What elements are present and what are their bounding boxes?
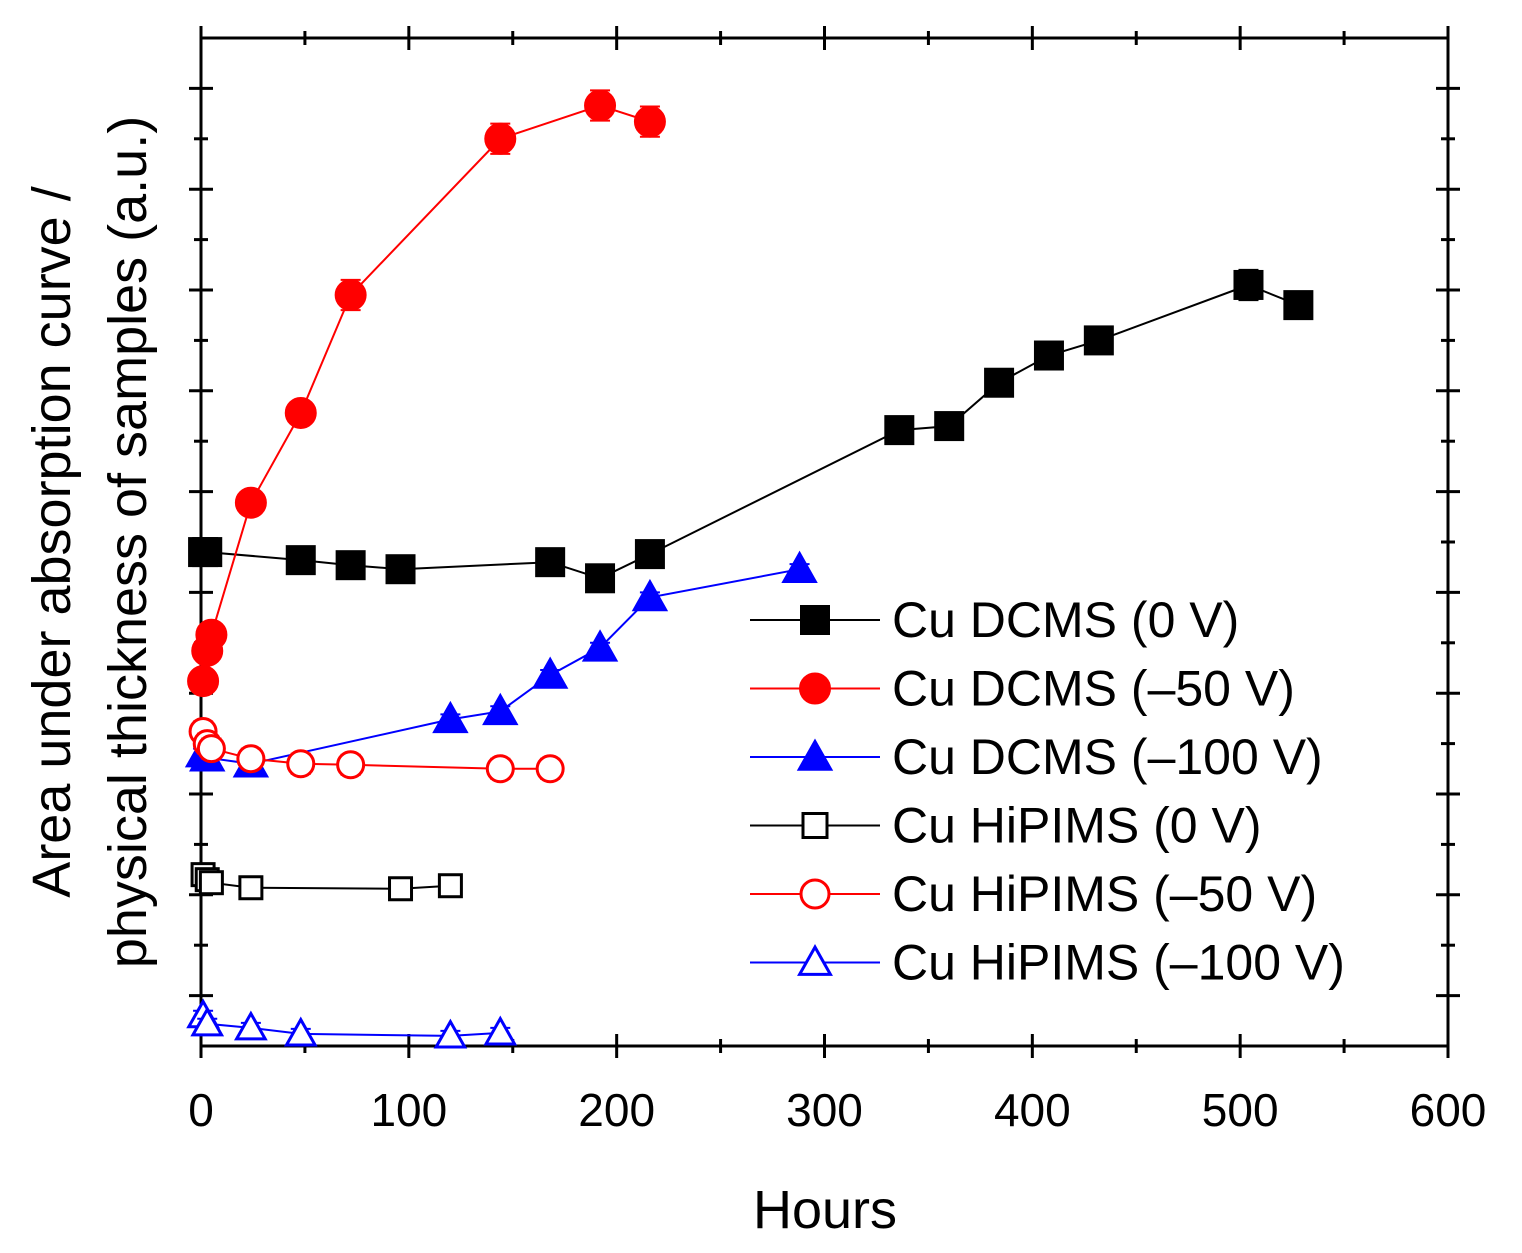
triangle-marker	[531, 656, 569, 689]
circle-marker	[584, 89, 617, 122]
legend-label: Cu DCMS (–50 V)	[892, 661, 1295, 717]
legend-label: Cu DCMS (–100 V)	[892, 729, 1323, 785]
square-marker	[934, 411, 965, 442]
series-layer	[184, 89, 1314, 1049]
legend-item: Cu DCMS (–50 V)	[750, 661, 1295, 717]
x-tick-label: 400	[994, 1084, 1071, 1136]
circle-marker	[286, 749, 316, 779]
square-marker	[1083, 325, 1114, 356]
triangle-marker	[797, 944, 833, 976]
legend-label: Cu HiPIMS (–100 V)	[892, 935, 1345, 991]
square-marker	[585, 563, 616, 594]
square-marker	[192, 537, 223, 568]
legend-label: Cu DCMS (0 V)	[892, 592, 1239, 648]
circle-marker	[485, 754, 515, 784]
triangle-marker	[234, 1010, 268, 1041]
y-axis-title-line1: Area under absorption curve /	[22, 186, 82, 897]
triangle-marker	[796, 738, 834, 771]
triangle-marker	[482, 692, 519, 726]
square-marker	[634, 539, 665, 570]
legend: Cu DCMS (0 V) Cu DCMS (–50 V) Cu DCMS (–10…	[750, 592, 1345, 991]
x-tick-label: 300	[786, 1084, 863, 1136]
axis-ticks	[189, 26, 1460, 1058]
legend-item: Cu HiPIMS (0 V)	[750, 798, 1262, 854]
legend-item: Cu DCMS (0 V)	[750, 592, 1239, 648]
circle-marker	[236, 744, 266, 774]
triangle-marker	[781, 550, 818, 583]
circle-marker	[195, 618, 228, 651]
square-marker	[1283, 290, 1314, 321]
triangle-marker	[631, 578, 669, 612]
circle-marker	[284, 396, 317, 429]
legend-label: Cu HiPIMS (–50 V)	[892, 866, 1317, 922]
triangle-marker	[432, 700, 469, 734]
square-marker	[437, 873, 463, 899]
triangle-marker	[283, 1016, 318, 1047]
square-marker	[1233, 269, 1264, 300]
circle-marker	[799, 878, 831, 910]
series-2	[184, 550, 818, 778]
triangle-marker	[433, 1018, 468, 1049]
circle-marker	[234, 486, 267, 519]
circle-marker	[336, 750, 366, 780]
square-marker	[801, 812, 829, 839]
square-marker	[285, 545, 316, 576]
square-marker	[800, 605, 830, 635]
square-marker	[535, 547, 566, 578]
square-marker	[984, 367, 1015, 398]
x-tick-label: 600	[1410, 1084, 1487, 1136]
square-marker	[198, 870, 224, 896]
legend-label: Cu HiPIMS (0 V)	[892, 798, 1262, 854]
series-line	[202, 568, 800, 765]
square-marker	[238, 875, 264, 901]
triangle-marker	[190, 1006, 225, 1037]
circle-marker	[334, 279, 367, 312]
legend-item: Cu HiPIMS (–50 V)	[750, 866, 1317, 922]
square-marker	[884, 415, 915, 446]
square-marker	[388, 876, 414, 902]
series-0	[188, 268, 1314, 594]
legend-item: Cu HiPIMS (–100 V)	[750, 935, 1345, 991]
series-line	[202, 104, 651, 682]
x-tick-labels: 0 100 200 300 400 500 600	[188, 1084, 1486, 1136]
triangle-marker	[581, 629, 619, 662]
square-marker	[385, 554, 416, 585]
x-tick-label: 100	[370, 1084, 447, 1136]
square-marker	[1033, 340, 1064, 371]
x-tick-label: 200	[578, 1084, 655, 1136]
triangle-marker	[483, 1015, 518, 1046]
y-axis-title-line2: physical thickness of samples (a.u.)	[98, 116, 158, 968]
circle-marker	[187, 665, 220, 698]
circle-marker	[633, 105, 666, 138]
legend-item: Cu DCMS (–100 V)	[750, 729, 1323, 785]
square-marker	[335, 550, 366, 581]
x-tick-label: 0	[188, 1084, 214, 1136]
circle-marker	[535, 754, 565, 784]
series-line	[203, 283, 1299, 580]
series-1	[187, 89, 666, 698]
circle-marker	[196, 734, 226, 764]
series-4	[188, 717, 565, 784]
series-3	[190, 862, 463, 902]
x-axis-title: Hours	[753, 1180, 897, 1240]
series-5	[186, 998, 518, 1049]
circle-marker	[484, 122, 517, 155]
circle-marker	[799, 672, 831, 705]
x-tick-label: 500	[1202, 1084, 1279, 1136]
